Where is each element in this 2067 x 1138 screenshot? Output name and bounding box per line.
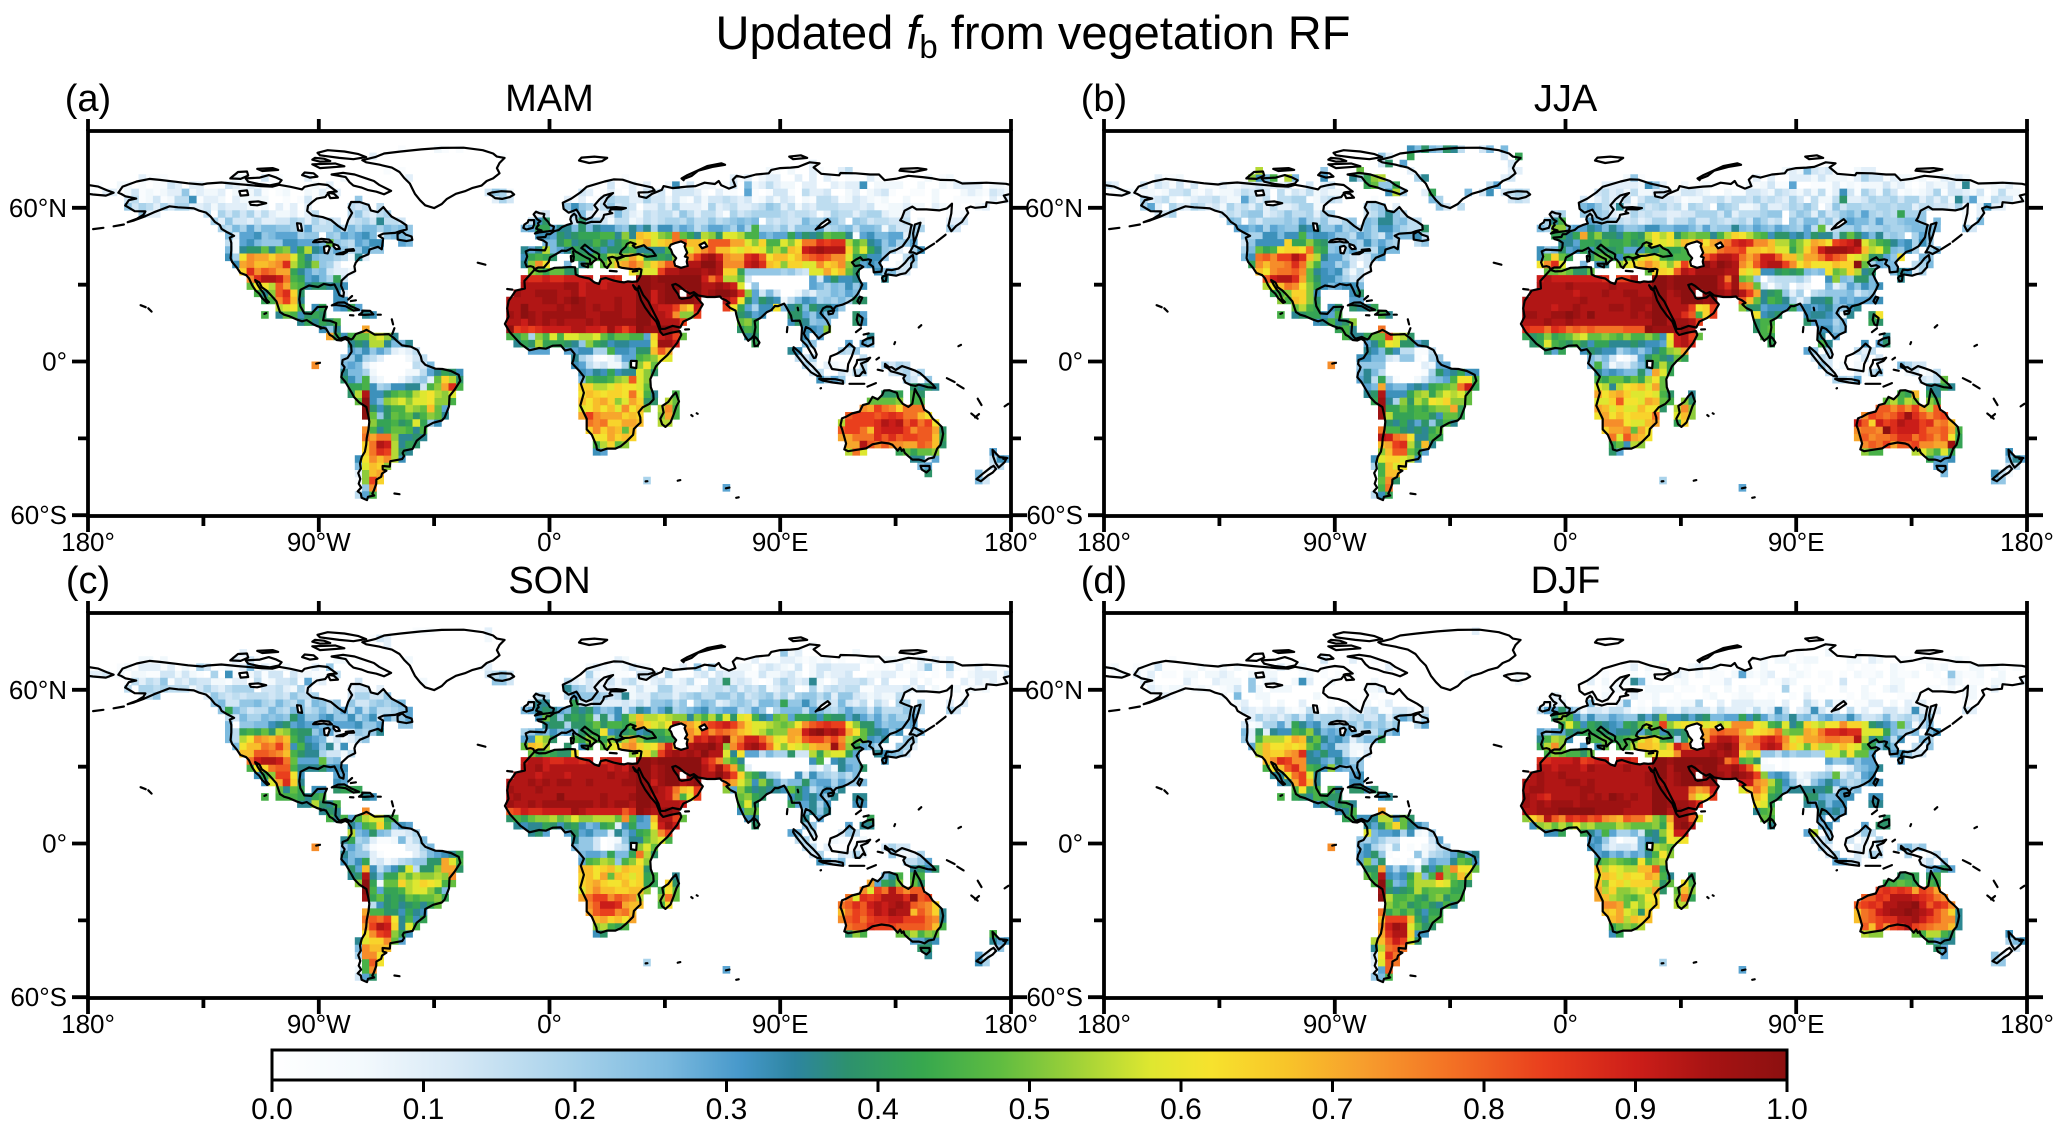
svg-text:60°S: 60°S — [10, 500, 67, 530]
svg-text:60°N: 60°N — [1025, 675, 1083, 705]
svg-text:90°W: 90°W — [287, 527, 351, 557]
svg-text:1.0: 1.0 — [1766, 1093, 1808, 1126]
svg-text:0°: 0° — [42, 829, 67, 859]
svg-text:90°W: 90°W — [287, 1009, 351, 1039]
svg-text:180°: 180° — [1077, 1009, 1131, 1039]
svg-text:90°W: 90°W — [1303, 1009, 1367, 1039]
svg-text:0.3: 0.3 — [706, 1093, 748, 1126]
svg-text:0.4: 0.4 — [857, 1093, 899, 1126]
svg-text:0.1: 0.1 — [403, 1093, 445, 1126]
svg-text:60°N: 60°N — [1025, 193, 1083, 223]
svg-text:0°: 0° — [537, 527, 562, 557]
svg-text:0°: 0° — [1553, 527, 1578, 557]
svg-text:(b): (b) — [1081, 78, 1127, 120]
svg-text:60°S: 60°S — [1026, 500, 1083, 530]
svg-text:90°W: 90°W — [1303, 527, 1367, 557]
svg-text:90°E: 90°E — [1768, 1009, 1825, 1039]
svg-text:0°: 0° — [1058, 829, 1083, 859]
svg-text:(d): (d) — [1081, 560, 1127, 602]
svg-text:180°: 180° — [984, 1009, 1038, 1039]
svg-text:0.9: 0.9 — [1615, 1093, 1657, 1126]
svg-text:180°: 180° — [61, 1009, 115, 1039]
svg-text:0.0: 0.0 — [251, 1093, 293, 1126]
svg-text:SON: SON — [508, 560, 590, 602]
svg-text:0°: 0° — [537, 1009, 562, 1039]
svg-text:90°E: 90°E — [752, 527, 809, 557]
svg-text:(a): (a) — [65, 78, 111, 120]
svg-text:0.7: 0.7 — [1312, 1093, 1354, 1126]
svg-text:180°: 180° — [2000, 1009, 2054, 1039]
svg-text:180°: 180° — [1077, 527, 1131, 557]
svg-text:60°N: 60°N — [9, 193, 67, 223]
svg-text:180°: 180° — [2000, 527, 2054, 557]
svg-text:60°S: 60°S — [1026, 982, 1083, 1012]
svg-text:0°: 0° — [42, 347, 67, 377]
svg-text:0.6: 0.6 — [1160, 1093, 1202, 1126]
svg-text:0°: 0° — [1058, 347, 1083, 377]
svg-text:90°E: 90°E — [1768, 527, 1825, 557]
svg-text:60°S: 60°S — [10, 982, 67, 1012]
svg-text:0.8: 0.8 — [1463, 1093, 1505, 1126]
svg-text:(c): (c) — [66, 560, 110, 602]
svg-text:0.2: 0.2 — [554, 1093, 596, 1126]
svg-text:180°: 180° — [984, 527, 1038, 557]
svg-text:90°E: 90°E — [752, 1009, 809, 1039]
svg-text:JJA: JJA — [1534, 78, 1598, 120]
svg-text:60°N: 60°N — [9, 675, 67, 705]
svg-text:0.5: 0.5 — [1009, 1093, 1051, 1126]
svg-text:DJF: DJF — [1531, 560, 1601, 602]
svg-text:Updated fb from vegetation RF: Updated fb from vegetation RF — [716, 6, 1351, 65]
svg-text:MAM: MAM — [505, 78, 594, 120]
svg-text:180°: 180° — [61, 527, 115, 557]
svg-text:0°: 0° — [1553, 1009, 1578, 1039]
